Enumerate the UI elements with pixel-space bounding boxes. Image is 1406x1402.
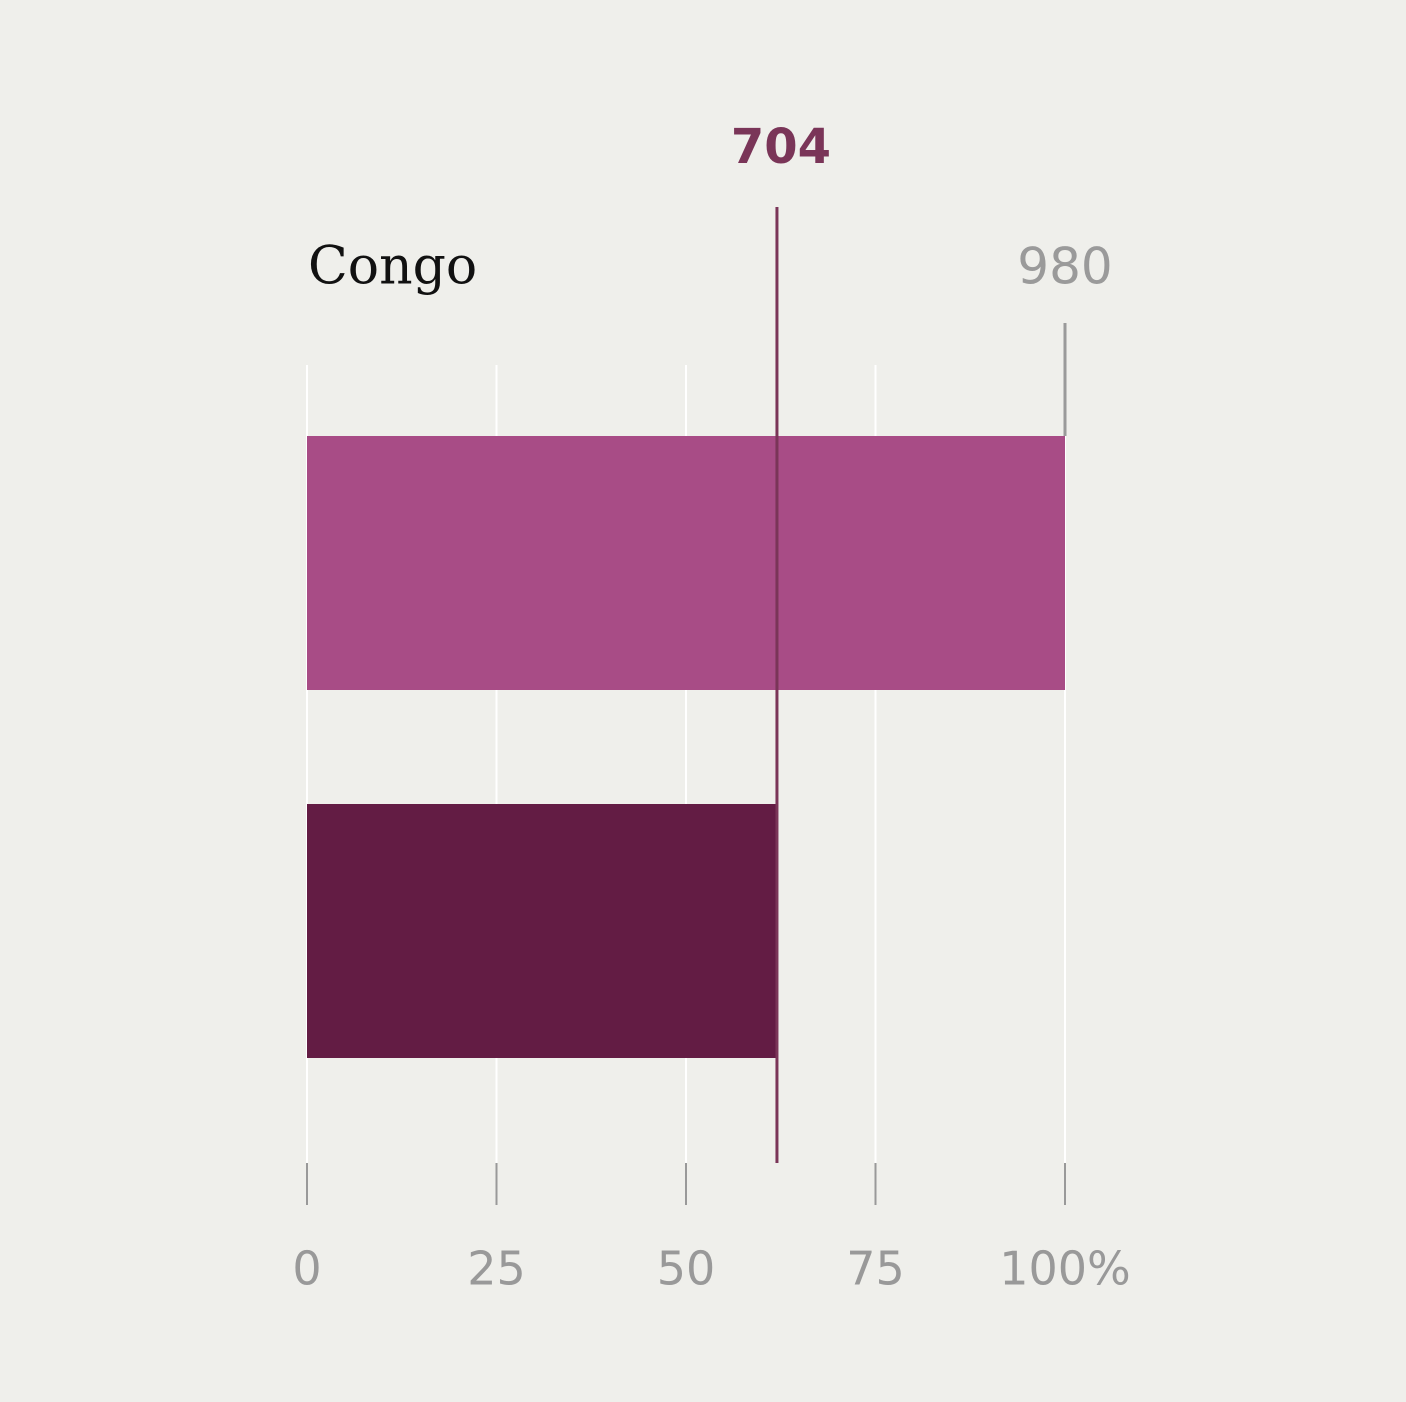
bar [307,436,1065,690]
x-tick-label: 75 [846,1242,905,1296]
x-tick-label: 100% [999,1242,1131,1296]
x-tick-label: 0 [292,1242,321,1296]
reference-label: 704 [731,119,831,175]
reference-label: 980 [1017,238,1112,296]
x-tick-label: 50 [657,1242,716,1296]
bar [307,804,777,1058]
x-tick-label: 25 [467,1242,526,1296]
chart-title: Congo [308,237,477,297]
